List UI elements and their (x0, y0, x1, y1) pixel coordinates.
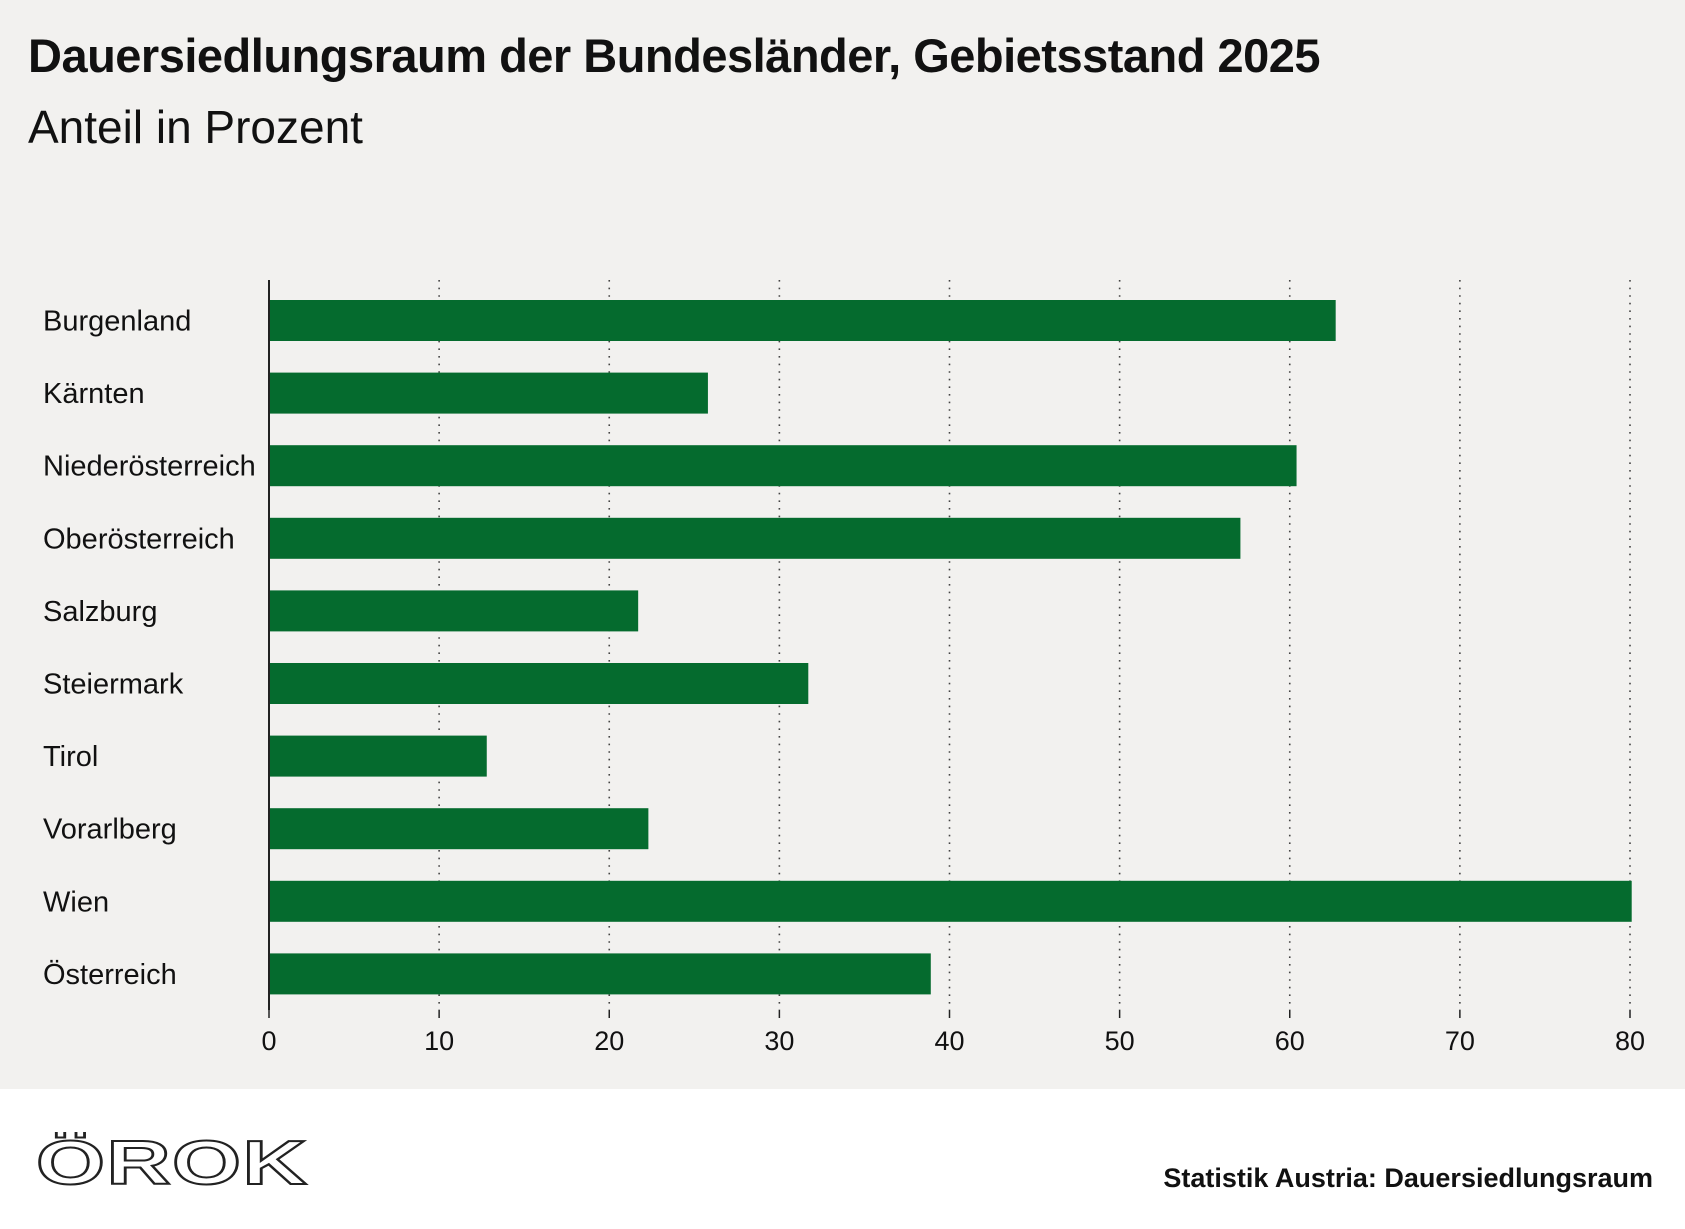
category-label: Steiermark (43, 669, 184, 701)
chart-subtitle: Anteil in Prozent (28, 101, 363, 153)
bar-3 (269, 517, 1241, 559)
logo-text: ÖROK (36, 1132, 308, 1188)
category-label: Niederösterreich (43, 451, 256, 483)
x-tick-label: 20 (594, 1026, 624, 1056)
category-label: Österreich (43, 959, 177, 991)
category-label: Oberösterreich (43, 523, 235, 555)
x-tick-label: 70 (1445, 1026, 1475, 1056)
bar-9 (269, 953, 931, 995)
oerok-logo: ÖROK (36, 1132, 308, 1188)
category-label: Wien (43, 886, 109, 918)
bar-5 (269, 663, 809, 704)
bar-6 (269, 735, 487, 777)
x-tick-label: 50 (1105, 1026, 1135, 1056)
x-tick-label: 60 (1275, 1026, 1305, 1056)
source-note: Statistik Austria: Dauersiedlungsraum (1163, 1163, 1653, 1193)
category-label: Kärnten (43, 378, 145, 410)
bar-chart: Burgenland Kärnten Niederösterreich Oberöst… (43, 280, 1645, 1056)
category-label: Vorarlberg (43, 814, 177, 846)
bar-7 (269, 808, 649, 850)
x-tick-label: 40 (934, 1026, 964, 1056)
bar-1 (269, 372, 708, 414)
x-tick-label: 30 (764, 1026, 794, 1056)
x-tick-label: 10 (424, 1026, 454, 1056)
bar-4 (269, 590, 639, 632)
x-tick-label: 0 (261, 1026, 276, 1056)
category-label: Tirol (43, 741, 98, 773)
bar-0 (269, 300, 1336, 341)
bar-8 (269, 880, 1632, 922)
category-label: Salzburg (43, 596, 157, 628)
category-label: Burgenland (43, 306, 191, 338)
x-tick-label: 80 (1615, 1026, 1645, 1056)
bar-2 (269, 445, 1297, 487)
chart-title: Dauersiedlungsraum der Bundesländer, Geb… (28, 29, 1321, 82)
